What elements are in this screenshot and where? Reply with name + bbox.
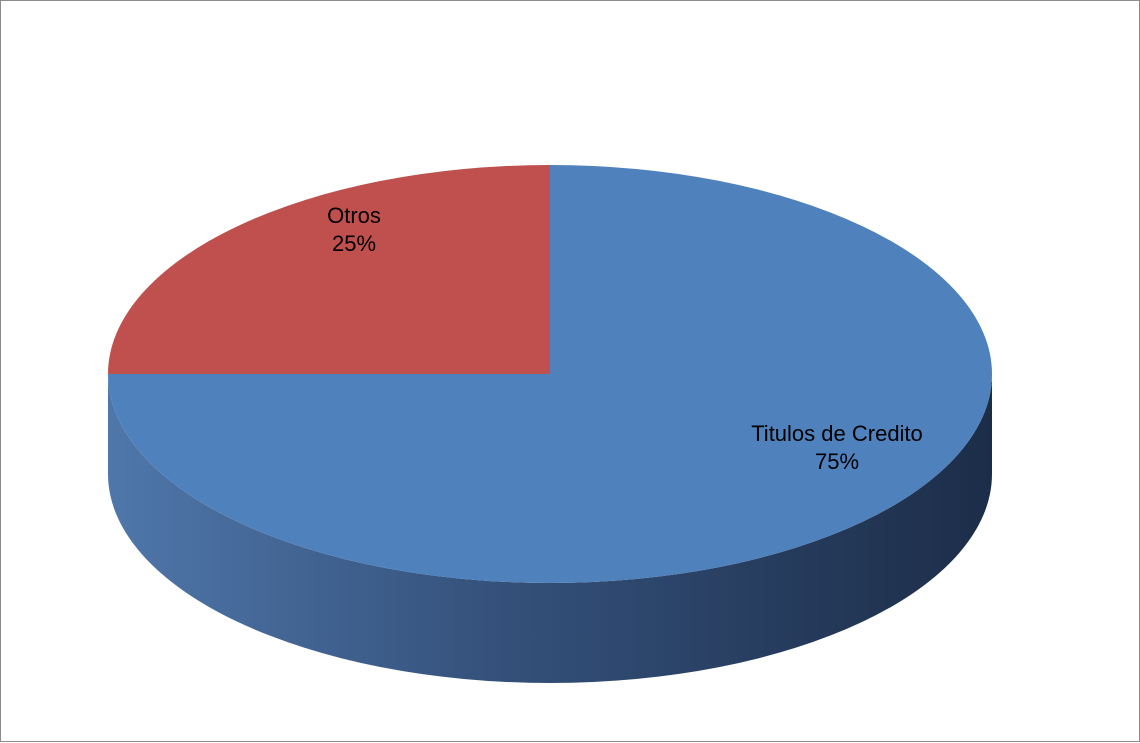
pie-side-wall [108, 374, 992, 683]
slice-label: Titulos de Credito 75% [751, 421, 923, 474]
slice-label: Otros 25% [327, 203, 381, 256]
pie-slice-otros [108, 165, 550, 374]
